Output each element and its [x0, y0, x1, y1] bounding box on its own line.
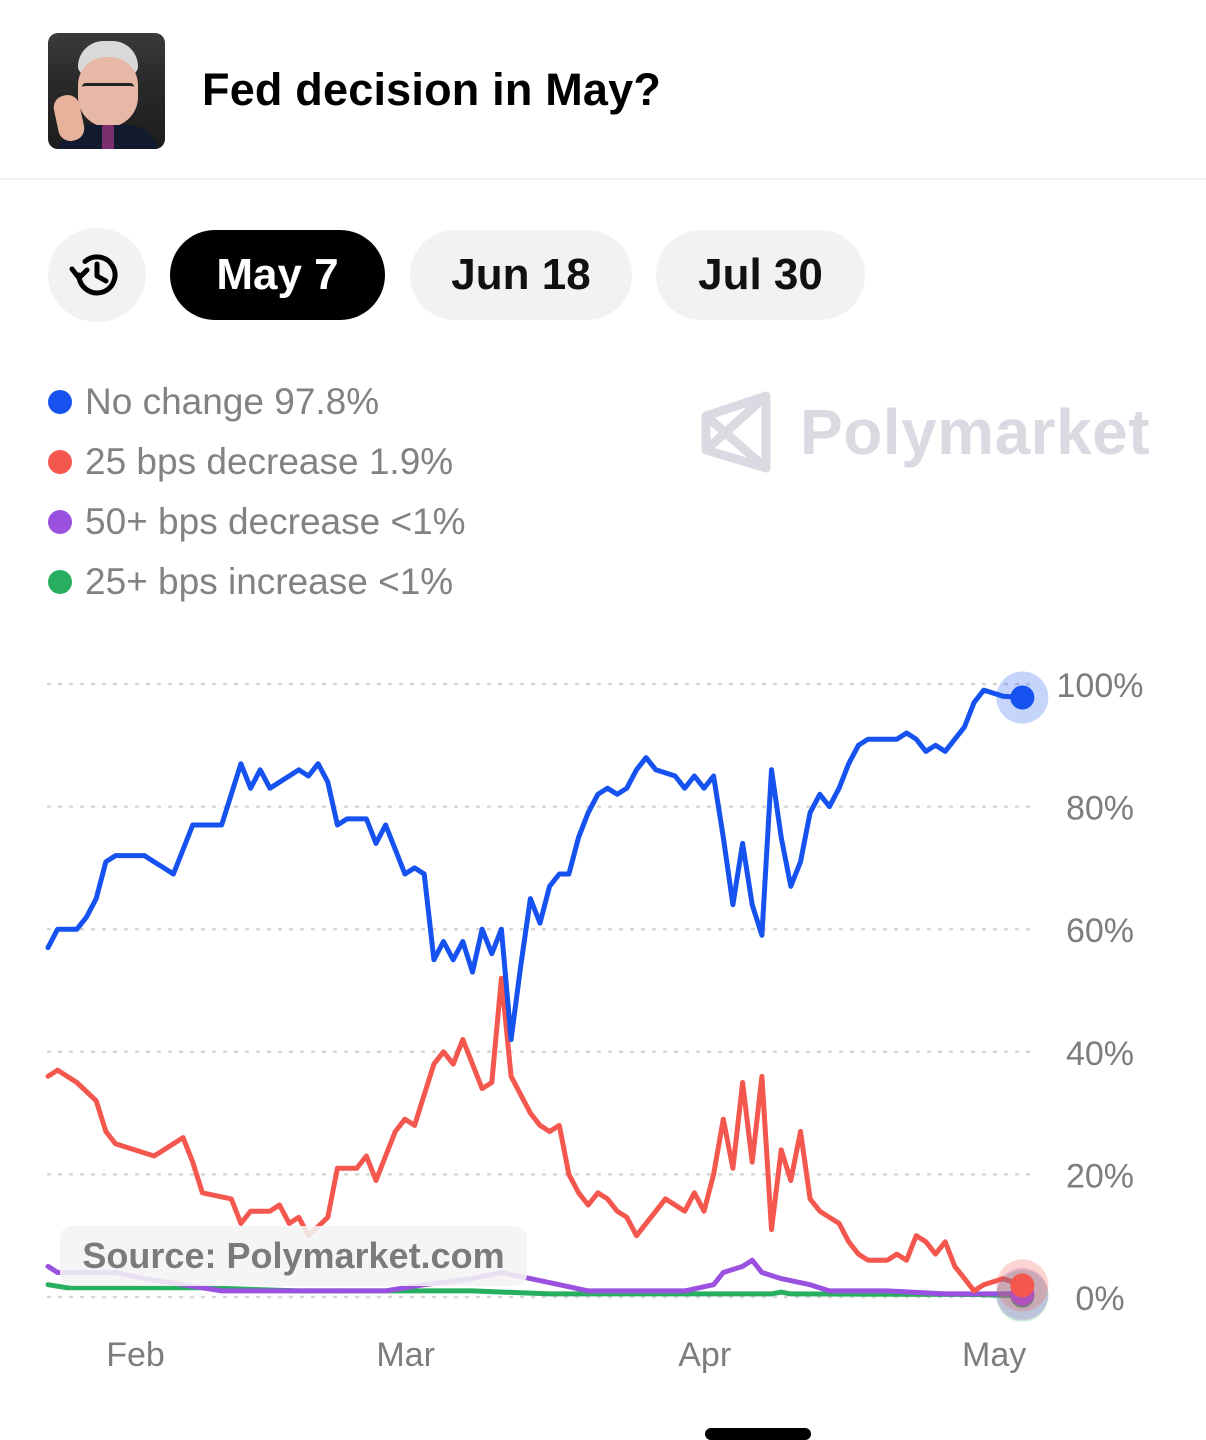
- legend-label: 25+ bps increase <1%: [85, 561, 454, 602]
- tab-jul-30[interactable]: Jul 30: [656, 230, 865, 320]
- x-tick-label: Mar: [376, 1336, 435, 1374]
- avatar-tie: [102, 125, 114, 149]
- series-line-25-bps-decrease: [45, 975, 1025, 1294]
- y-tick-label: 20%: [1066, 1157, 1134, 1195]
- polymarket-watermark-text: Polymarket: [800, 396, 1151, 468]
- history-button[interactable]: [48, 228, 146, 322]
- x-tick-label: May: [962, 1336, 1026, 1374]
- source-label: Source: Polymarket.com: [60, 1226, 527, 1286]
- series-line-25-bps-increase: [45, 1282, 1025, 1299]
- legend-item-25bps-decrease: 25 bps decrease 1.9%: [48, 441, 454, 482]
- tab-jun-18[interactable]: Jun 18: [410, 230, 632, 320]
- polymarket-logo-icon: [701, 391, 771, 473]
- history-clock-icon: [69, 254, 118, 296]
- bottom-handle[interactable]: [705, 1428, 811, 1440]
- y-tick-label: 80%: [1066, 790, 1134, 828]
- legend-label: 25 bps decrease 1.9%: [85, 441, 454, 482]
- tab-may-7[interactable]: May 7: [170, 230, 385, 320]
- legend-dot-25bps-increase: [48, 570, 72, 594]
- legend-item-50bps-decrease: 50+ bps decrease <1%: [48, 501, 466, 542]
- x-tick-label: Feb: [106, 1336, 165, 1374]
- legend-item-25bps-increase: 25+ bps increase <1%: [48, 561, 454, 602]
- y-tick-label: 100%: [1057, 667, 1144, 705]
- probability-chart: 0% 20% 40% 60% 80% 100% Feb Mar Apr May: [45, 667, 1144, 1374]
- avatar-glasses: [82, 83, 134, 98]
- end-marker-no-change: [1010, 685, 1035, 710]
- legend-label: No change 97.8%: [85, 381, 380, 422]
- y-tick-label: 60%: [1066, 912, 1134, 950]
- series-line-no-change: [45, 687, 1025, 1042]
- legend-dot-no-change: [48, 390, 72, 414]
- market-title: Fed decision in May?: [202, 64, 662, 115]
- legend-dot-50bps-decrease: [48, 510, 72, 534]
- polymarket-watermark: Polymarket: [700, 390, 1150, 474]
- y-tick-label: 0%: [1075, 1280, 1124, 1318]
- legend-label: 50+ bps decrease <1%: [85, 501, 466, 542]
- end-marker-25-bps-decrease: [1010, 1273, 1035, 1298]
- market-header: Fed decision in May?: [0, 0, 1206, 180]
- legend-dot-25bps-decrease: [48, 450, 72, 474]
- market-avatar: [48, 33, 165, 149]
- y-tick-label: 40%: [1066, 1035, 1134, 1073]
- avatar-face: [78, 57, 138, 127]
- x-tick-label: Apr: [678, 1336, 731, 1374]
- legend-item-no-change: No change 97.8%: [48, 381, 380, 422]
